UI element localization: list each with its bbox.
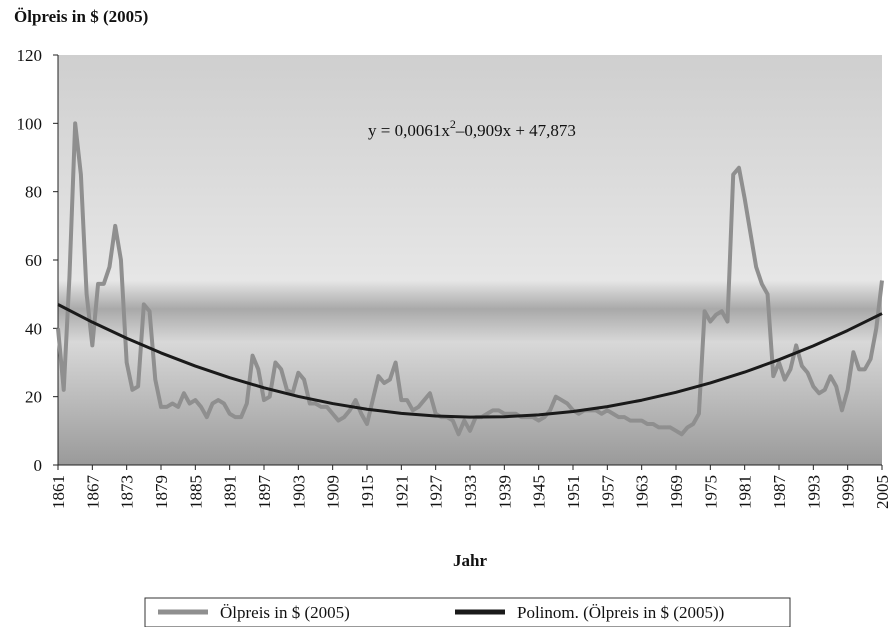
x-tick-label: 1873 (118, 475, 137, 509)
equation: y = 0,0061x2–0,909x + 47,873 (368, 117, 576, 140)
y-tick-label: 120 (17, 46, 43, 65)
x-tick-label: 1891 (221, 475, 240, 509)
legend-label: Ölpreis in $ (2005) (220, 603, 350, 622)
x-axis-title: Jahr (453, 551, 487, 570)
chart-title: Ölpreis in $ (2005) (14, 7, 148, 26)
y-tick-label: 100 (17, 114, 43, 133)
x-tick-label: 1909 (324, 475, 343, 509)
x-tick-label: 1885 (186, 475, 205, 509)
x-tick-label: 1951 (564, 475, 583, 509)
equation-main: y = 0,0061x (368, 121, 450, 140)
y-tick-label: 80 (25, 183, 42, 202)
x-tick-label: 1993 (804, 475, 823, 509)
x-tick-label: 1963 (633, 475, 652, 509)
x-tick-label: 1969 (667, 475, 686, 509)
x-tick-label: 1915 (358, 475, 377, 509)
y-tick-label: 40 (25, 319, 42, 338)
chart: Ölpreis in $ (2005) Jahr y = 0,0061x2–0,… (0, 0, 893, 627)
x-tick-label: 1927 (427, 475, 446, 510)
x-tick-label: 1867 (83, 475, 102, 510)
x-tick-label: 1975 (701, 475, 720, 509)
legend-label: Polinom. (Ölpreis in $ (2005)) (517, 603, 724, 622)
x-tick-label: 1939 (495, 475, 514, 509)
x-tick-label: 1933 (461, 475, 480, 509)
x-tick-label: 1981 (736, 475, 755, 509)
y-tick-label: 20 (25, 388, 42, 407)
y-tick-label: 60 (25, 251, 42, 270)
x-tick-label: 1903 (289, 475, 308, 509)
x-tick-label: 1957 (598, 475, 617, 510)
x-tick-label: 1945 (530, 475, 549, 509)
x-tick-label: 1987 (770, 475, 789, 510)
x-tick-label: 2005 (873, 475, 892, 509)
x-tick-label: 1921 (392, 475, 411, 509)
equation-rest: –0,909x + 47,873 (455, 121, 576, 140)
y-tick-label: 0 (34, 456, 43, 475)
x-tick-label: 1897 (255, 475, 274, 510)
x-tick-label: 1999 (839, 475, 858, 509)
x-tick-label: 1861 (49, 475, 68, 509)
x-tick-label: 1879 (152, 475, 171, 509)
